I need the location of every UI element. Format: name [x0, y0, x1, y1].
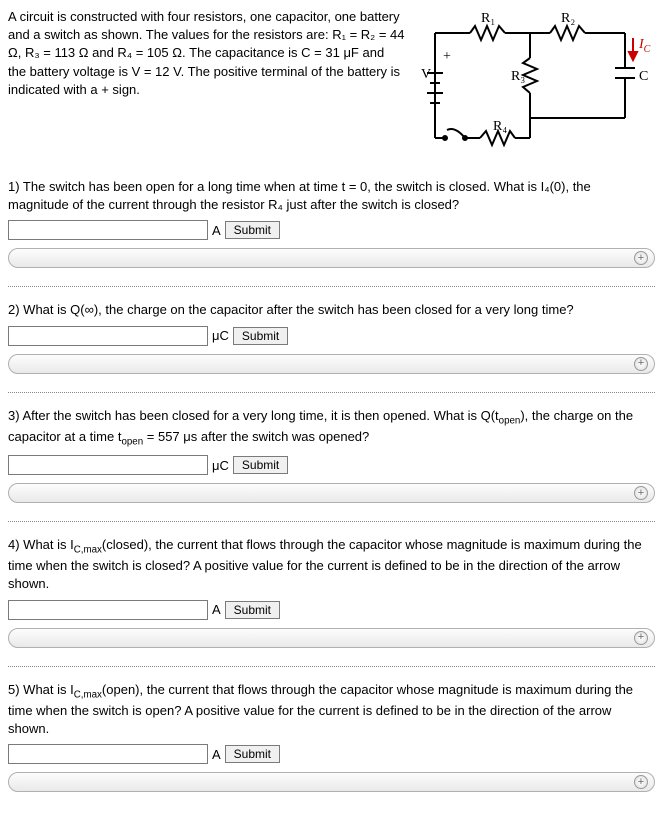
- v-label: V: [421, 67, 431, 82]
- feedback-bar-5[interactable]: +: [8, 772, 655, 792]
- question-text: 2) What is Q(∞), the charge on the capac…: [8, 301, 655, 319]
- ic-label: IC: [638, 37, 651, 55]
- submit-button-1[interactable]: Submit: [225, 221, 280, 239]
- unit-label: A: [212, 223, 221, 238]
- question-4: 4) What is IC,max(closed), the current t…: [8, 536, 655, 620]
- r1-label: R₁: [481, 11, 495, 26]
- question-2: 2) What is Q(∞), the charge on the capac…: [8, 301, 655, 345]
- intro-row: A circuit is constructed with four resis…: [8, 8, 655, 158]
- expand-icon[interactable]: +: [634, 631, 648, 645]
- circuit-diagram: V + R₁ R₂ R₃ R₄ IC C: [415, 8, 655, 158]
- r3-label: R₃: [511, 69, 525, 84]
- feedback-bar-4[interactable]: +: [8, 628, 655, 648]
- answer-input-2[interactable]: [8, 326, 208, 346]
- c-label: C: [639, 69, 648, 84]
- question-text: 1) The switch has been open for a long t…: [8, 178, 655, 214]
- question-3: 3) After the switch has been closed for …: [8, 407, 655, 475]
- question-text: 5) What is IC,max(open), the current tha…: [8, 681, 655, 739]
- answer-row: A Submit: [8, 744, 655, 764]
- r4-label: R₄: [493, 119, 507, 134]
- unit-label: A: [212, 602, 221, 617]
- problem-intro: A circuit is constructed with four resis…: [8, 8, 415, 99]
- unit-label: A: [212, 747, 221, 762]
- feedback-bar-3[interactable]: +: [8, 483, 655, 503]
- question-5: 5) What is IC,max(open), the current tha…: [8, 681, 655, 765]
- question-1: 1) The switch has been open for a long t…: [8, 178, 655, 240]
- expand-icon[interactable]: +: [634, 486, 648, 500]
- separator: [8, 521, 655, 522]
- expand-icon[interactable]: +: [634, 775, 648, 789]
- feedback-bar-1[interactable]: +: [8, 248, 655, 268]
- separator: [8, 286, 655, 287]
- unit-label: μC: [212, 458, 229, 473]
- expand-icon[interactable]: +: [634, 357, 648, 371]
- submit-button-5[interactable]: Submit: [225, 745, 280, 763]
- submit-button-3[interactable]: Submit: [233, 456, 288, 474]
- answer-row: A Submit: [8, 220, 655, 240]
- answer-input-3[interactable]: [8, 455, 208, 475]
- answer-input-1[interactable]: [8, 220, 208, 240]
- answer-input-4[interactable]: [8, 600, 208, 620]
- submit-button-4[interactable]: Submit: [225, 601, 280, 619]
- answer-row: μC Submit: [8, 455, 655, 475]
- answer-input-5[interactable]: [8, 744, 208, 764]
- plus-label: +: [443, 49, 451, 64]
- question-text: 4) What is IC,max(closed), the current t…: [8, 536, 655, 594]
- unit-label: μC: [212, 328, 229, 343]
- answer-row: μC Submit: [8, 326, 655, 346]
- submit-button-2[interactable]: Submit: [233, 327, 288, 345]
- expand-icon[interactable]: +: [634, 251, 648, 265]
- question-text: 3) After the switch has been closed for …: [8, 407, 655, 449]
- feedback-bar-2[interactable]: +: [8, 354, 655, 374]
- answer-row: A Submit: [8, 600, 655, 620]
- separator: [8, 666, 655, 667]
- separator: [8, 392, 655, 393]
- r2-label: R₂: [561, 11, 575, 26]
